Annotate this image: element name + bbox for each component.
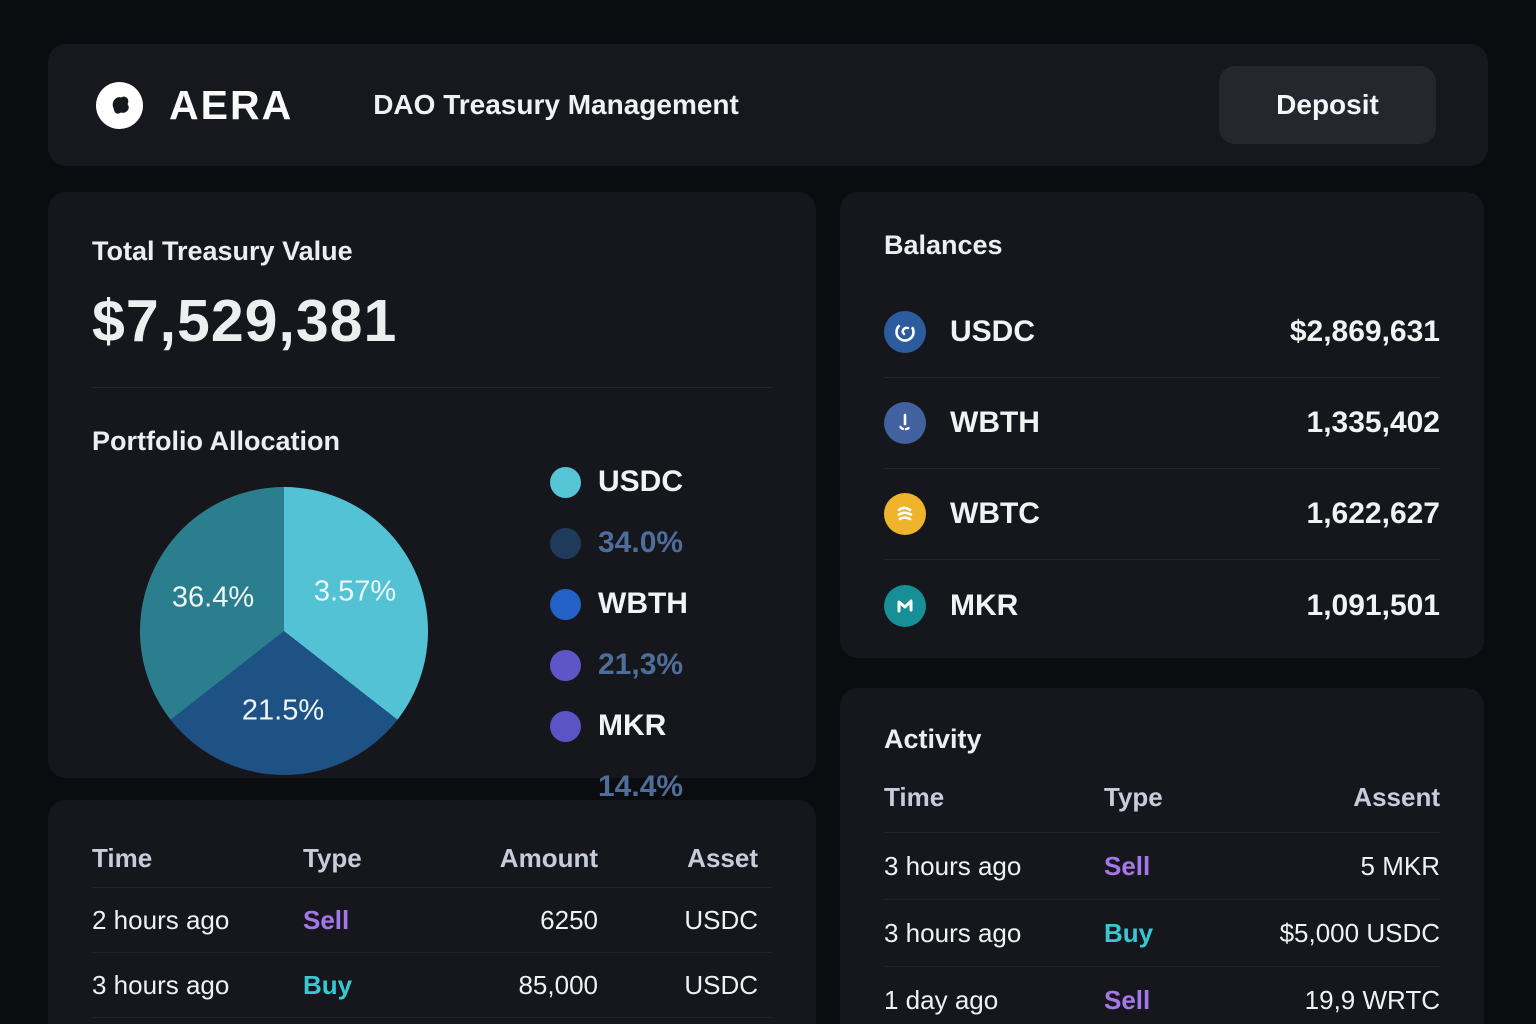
legend-item-pct-3: 14.4% <box>550 770 688 804</box>
activity-row: 1 day ago Sell 19,9 WRTC <box>884 967 1440 1024</box>
activity-header-row: Time Type Assent <box>884 763 1440 833</box>
col-header-time: Time <box>884 782 945 812</box>
coin-value: 1,091,501 <box>1306 588 1440 622</box>
mkr-icon <box>884 584 926 627</box>
tx-time: 3 hours ago <box>92 969 230 1000</box>
deposit-button[interactable]: Deposit <box>1219 66 1436 144</box>
allocation-pie-chart: 3.57% 21.5% 36.4% <box>140 487 428 775</box>
activity-row: 3 hours ago Sell 5 MKR <box>884 833 1440 900</box>
transactions-header-row: Time Type Amount Asset <box>92 830 772 888</box>
tx-amount: 6250 <box>540 904 598 935</box>
pie-slice-label-usdc: 3.57% <box>313 575 397 608</box>
legend-label: MKR <box>598 709 667 742</box>
allocation-title: Portfolio Allocation <box>92 426 340 456</box>
legend-item-pct-2: 21,3% <box>550 648 688 682</box>
pie-legend: USDC 34.0% WBTH 21,3% MKR 14.4% <box>550 465 688 804</box>
legend-dot-navy <box>550 527 581 559</box>
balance-row-wbth: WBTH 1,335,402 <box>884 378 1440 469</box>
legend-dot-cyan <box>550 466 581 498</box>
activity-type: Buy <box>1104 917 1154 948</box>
legend-item-pct-1: 34.0% <box>550 526 688 560</box>
col-header-type: Type <box>303 843 362 873</box>
activity-time: 3 hours ago <box>884 917 1022 948</box>
tx-type: Sell <box>303 904 350 935</box>
transaction-row: 3 hours ago Buy 85,000 USDC <box>92 953 772 1018</box>
page-title: DAO Treasury Management <box>373 89 739 120</box>
activity-card: Activity Time Type Assent 3 hours ago Se… <box>840 688 1484 1024</box>
legend-label: WBTH <box>598 587 688 620</box>
legend-item-usdc: USDC <box>550 465 688 499</box>
legend-dot-purple <box>550 649 581 681</box>
legend-dot-blue <box>550 588 581 620</box>
pie-slice-label-mkr: 36.4% <box>171 581 255 614</box>
balances-card: Balances USDC $2,869,631 WBTH 1,335,402 <box>840 192 1484 658</box>
tx-asset: USDC <box>684 969 758 1000</box>
balance-row-usdc: USDC $2,869,631 <box>884 287 1440 378</box>
coin-name: USDC <box>950 315 1036 348</box>
legend-label: 14.4% <box>598 770 684 803</box>
balances-title: Balances <box>884 230 1003 260</box>
col-header-asset: Asset <box>687 843 758 873</box>
tx-time: 2 hours ago <box>92 904 230 935</box>
legend-item-wbth: WBTH <box>550 587 688 621</box>
activity-type: Sell <box>1104 985 1151 1015</box>
coin-name: WBTH <box>950 406 1040 439</box>
app-header: AERA DAO Treasury Management Deposit <box>48 44 1488 166</box>
wbtc-icon <box>884 493 926 535</box>
legend-label: USDC <box>598 465 684 498</box>
activity-time: 3 hours ago <box>884 850 1022 881</box>
col-header-time: Time <box>92 843 153 873</box>
activity-type: Sell <box>1104 850 1151 881</box>
tx-amount: 85,000 <box>518 969 598 1000</box>
activity-time: 1 day ago <box>884 985 999 1015</box>
activity-title: Activity <box>884 724 982 754</box>
wbth-icon <box>884 402 926 444</box>
treasury-value: $7,529,381 <box>92 288 398 354</box>
transactions-card: Time Type Amount Asset 2 hours ago Sell … <box>48 800 816 1024</box>
brand: AERA <box>96 81 294 129</box>
legend-label: 21,3% <box>598 648 684 681</box>
activity-asset: $5,000 USDC <box>1279 917 1440 948</box>
col-header-assent: Assent <box>1353 782 1440 812</box>
aera-logo-icon <box>96 81 143 129</box>
treasury-card: Total Treasury Value $7,529,381 Portfoli… <box>48 192 816 803</box>
activity-row: 3 hours ago Buy $5,000 USDC <box>884 900 1440 967</box>
coin-name: WBTC <box>950 497 1040 530</box>
col-header-amount: Amount <box>499 843 598 873</box>
activity-asset: 5 MKR <box>1360 850 1440 881</box>
balances-list: USDC $2,869,631 WBTH 1,335,402 WBTC 1,62… <box>884 287 1440 651</box>
coin-value: 1,335,402 <box>1306 406 1440 439</box>
usdc-icon <box>884 311 926 353</box>
tx-type: Buy <box>303 969 353 1000</box>
col-header-type: Type <box>1104 782 1163 812</box>
pie-slice-label-wbth: 21.5% <box>241 694 325 727</box>
divider <box>92 387 772 388</box>
tx-asset: USDC <box>684 904 758 935</box>
pie-graphic <box>140 487 428 775</box>
balance-row-wbtc: WBTC 1,622,627 <box>884 469 1440 560</box>
coin-value: $2,869,631 <box>1289 315 1440 348</box>
legend-item-mkr: MKR <box>550 709 688 743</box>
transaction-row: 2 hours ago Sell 6250 USDC <box>92 888 772 953</box>
legend-label: 34.0% <box>598 526 684 559</box>
legend-dot-purple-2 <box>550 710 581 742</box>
treasury-label: Total Treasury Value <box>92 236 353 266</box>
coin-name: MKR <box>950 588 1019 622</box>
balance-row-mkr: MKR 1,091,501 <box>884 560 1440 651</box>
activity-asset: 19,9 WRTC <box>1304 985 1440 1015</box>
coin-value: 1,622,627 <box>1306 497 1440 530</box>
brand-name: AERA <box>169 81 294 128</box>
